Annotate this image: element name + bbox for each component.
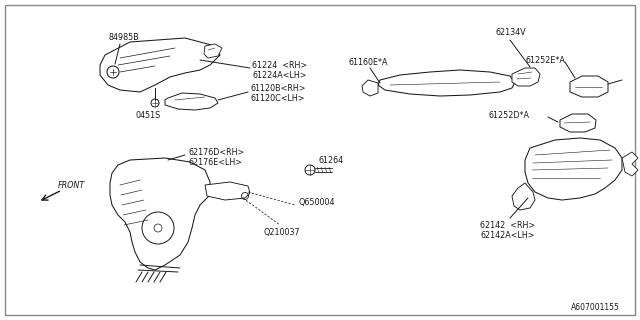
Polygon shape <box>525 138 622 200</box>
Polygon shape <box>165 93 218 110</box>
Polygon shape <box>100 38 220 92</box>
Text: 61120C<LH>: 61120C<LH> <box>250 93 305 102</box>
Text: 61264: 61264 <box>318 156 343 164</box>
Text: 61224A<LH>: 61224A<LH> <box>252 70 307 79</box>
Polygon shape <box>512 68 540 86</box>
Polygon shape <box>204 44 222 58</box>
Text: FRONT: FRONT <box>58 180 85 189</box>
Polygon shape <box>378 70 515 96</box>
Text: 61160E*A: 61160E*A <box>348 58 387 67</box>
Polygon shape <box>560 114 596 132</box>
Text: A607001155: A607001155 <box>571 303 620 313</box>
Polygon shape <box>362 80 378 96</box>
Polygon shape <box>110 158 210 270</box>
Text: 62176D<RH>: 62176D<RH> <box>188 148 244 156</box>
Text: 62176E<LH>: 62176E<LH> <box>188 157 242 166</box>
Text: Q210037: Q210037 <box>263 228 300 237</box>
Text: 61224  <RH>: 61224 <RH> <box>252 60 307 69</box>
Text: 61252E*A: 61252E*A <box>525 55 565 65</box>
Text: Q650004: Q650004 <box>298 198 335 207</box>
Text: 84985B: 84985B <box>108 33 139 42</box>
Text: 0451S: 0451S <box>136 110 161 119</box>
Text: 62134V: 62134V <box>495 28 525 36</box>
Polygon shape <box>570 76 608 97</box>
Text: 61252D*A: 61252D*A <box>488 110 529 119</box>
Polygon shape <box>512 183 535 210</box>
Text: 62142  <RH>: 62142 <RH> <box>480 220 535 229</box>
Polygon shape <box>205 182 250 200</box>
Polygon shape <box>622 152 638 176</box>
Text: 61120B<RH>: 61120B<RH> <box>250 84 305 92</box>
Text: 62142A<LH>: 62142A<LH> <box>480 230 534 239</box>
